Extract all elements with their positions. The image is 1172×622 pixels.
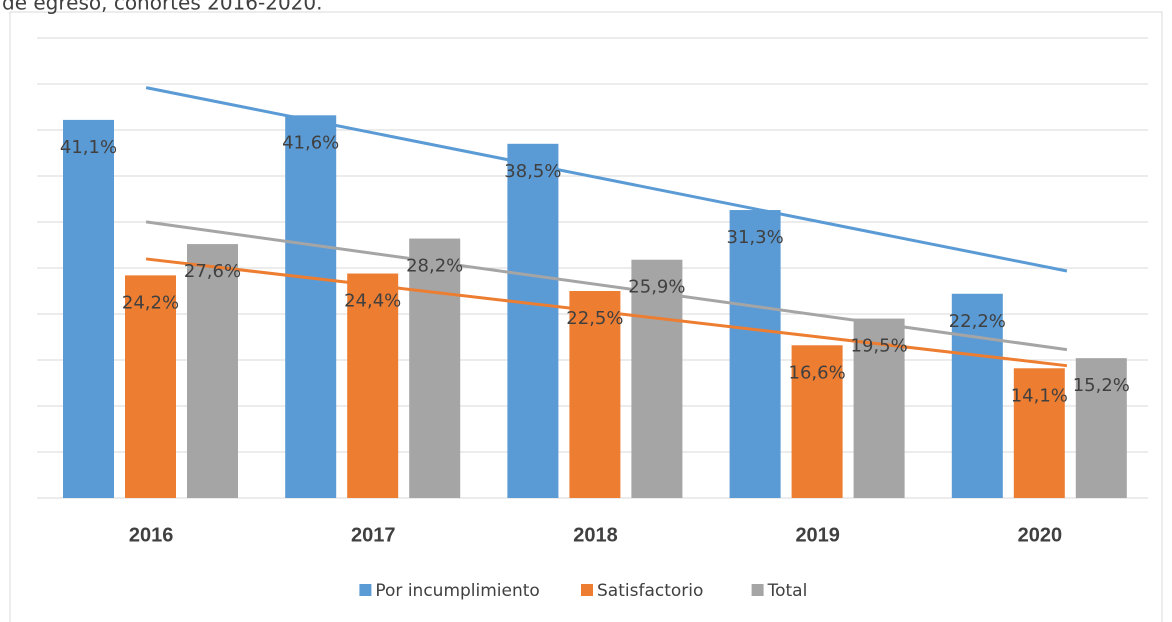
- bar: [729, 210, 781, 499]
- bar: [791, 345, 843, 498]
- x-tick-label: 2016: [129, 524, 174, 546]
- data-label: 28,2%: [406, 256, 463, 277]
- data-label: 15,2%: [1073, 375, 1130, 396]
- trend-line: [145, 257, 1068, 368]
- data-label: 22,5%: [566, 308, 623, 329]
- data-label: 14,1%: [1011, 385, 1068, 406]
- legend-label: Satisfactorio: [597, 581, 703, 601]
- legend-swatch: [751, 584, 764, 596]
- trend-line: [145, 86, 1068, 273]
- bar: [951, 293, 1003, 498]
- data-label: 25,9%: [628, 277, 685, 298]
- data-label: 41,1%: [60, 137, 117, 158]
- data-label: 19,5%: [851, 336, 908, 357]
- bar: [63, 119, 114, 498]
- data-label: 31,3%: [727, 227, 784, 248]
- x-tick-label: 2019: [795, 524, 840, 546]
- bar: [409, 238, 461, 498]
- trend-line: [145, 220, 1068, 352]
- bar: [347, 273, 399, 498]
- legend-swatch: [359, 584, 372, 596]
- chart-title: de egreso, cohortes 2016-2020.: [2, 0, 322, 15]
- bar: [569, 291, 621, 498]
- legend-label: Por incumplimiento: [375, 581, 539, 601]
- legend-swatch: [581, 584, 593, 596]
- data-label: 38,5%: [504, 161, 561, 182]
- bar: [631, 259, 683, 498]
- data-label: 24,2%: [122, 292, 179, 313]
- bar: [507, 143, 559, 499]
- data-label: 27,6%: [184, 261, 241, 282]
- bar: [285, 115, 337, 498]
- data-label: 24,4%: [344, 291, 401, 312]
- data-label: 41,6%: [282, 132, 339, 153]
- chart-frame: [9, 11, 1163, 622]
- data-label: 16,6%: [789, 362, 846, 383]
- bar: [187, 244, 238, 498]
- data-label: 22,2%: [949, 311, 1006, 332]
- bar: [1013, 368, 1065, 498]
- x-tick-label: 2017: [351, 524, 396, 546]
- x-tick-label: 2018: [573, 524, 618, 546]
- bar: [853, 318, 905, 498]
- x-tick-label: 2020: [1018, 524, 1063, 546]
- bar: [1075, 358, 1127, 498]
- bar: [125, 275, 176, 498]
- legend-label: Total: [767, 581, 808, 601]
